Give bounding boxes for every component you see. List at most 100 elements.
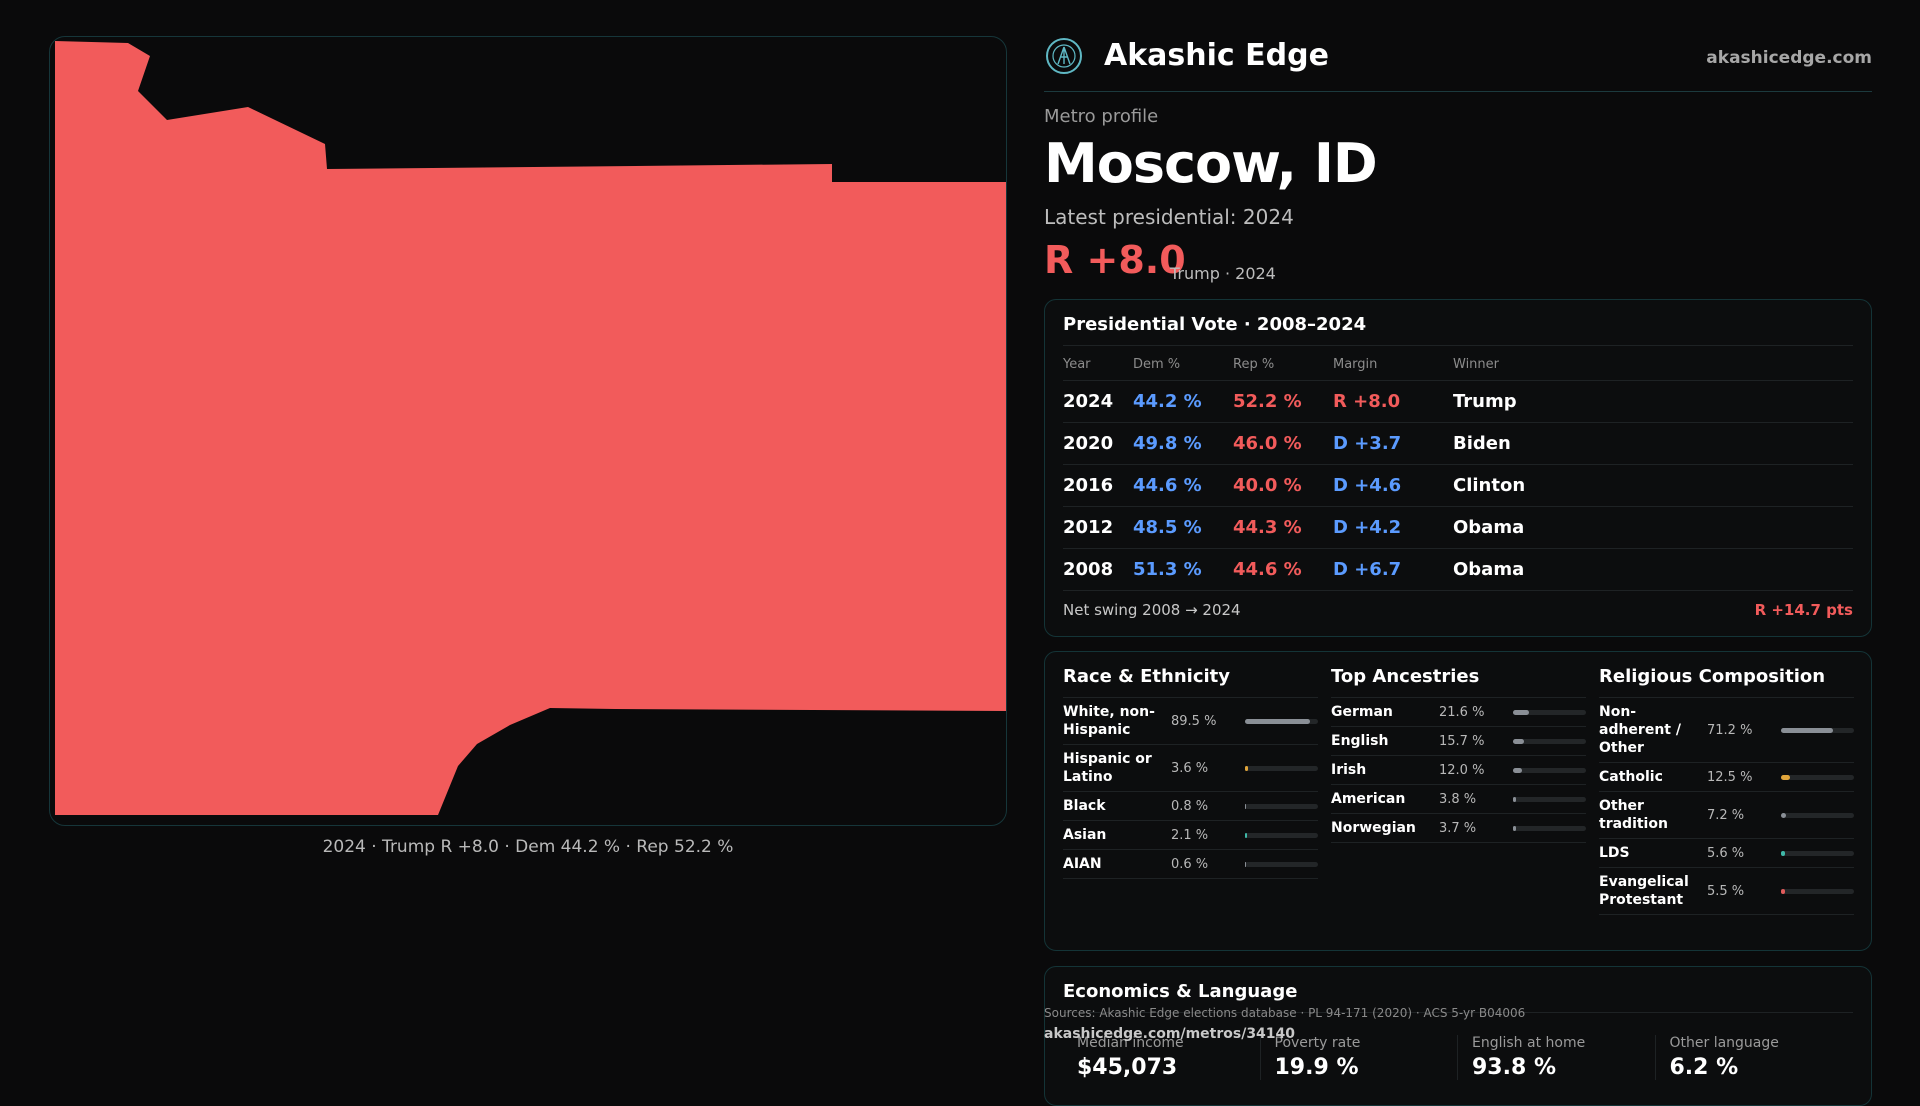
rep-pct-cell: 44.6 % — [1233, 548, 1333, 591]
margin-cell: D +4.2 — [1333, 506, 1453, 549]
stat-cell: Median income $45,073 — [1063, 1035, 1261, 1080]
winner-cell: Biden — [1453, 422, 1853, 465]
winner-cell: Clinton — [1453, 464, 1853, 507]
stat-label: English at home — [1472, 1035, 1586, 1051]
item-label: Other tradition — [1599, 798, 1668, 832]
item-bar-track — [1513, 709, 1586, 715]
economics-title: Economics & Language — [1063, 981, 1853, 1013]
brand-name: Akashic Edge — [1104, 38, 1329, 73]
list-item: AIAN 0.6 % — [1063, 850, 1318, 879]
item-bar-fill — [1245, 765, 1248, 771]
list-item: Hispanic or Latino 3.6 % — [1063, 745, 1318, 792]
demographics-card: Race & Ethnicity White, non-Hispanic 89.5… — [1044, 651, 1872, 951]
stat-label: Poverty rate — [1274, 1035, 1361, 1051]
item-bar-track — [1245, 803, 1318, 809]
page-title: Moscow, ID — [1044, 132, 1378, 195]
item-percent: 0.6 % — [1171, 856, 1209, 872]
race-ethnicity-title: Race & Ethnicity — [1063, 666, 1318, 698]
item-label: White, non-Hispanic — [1063, 704, 1155, 738]
margin-cell: D +3.7 — [1333, 422, 1453, 465]
item-percent: 21.6 % — [1439, 704, 1485, 720]
item-percent: 71.2 % — [1707, 722, 1753, 738]
item-label: Black — [1063, 798, 1106, 814]
list-item: LDS 5.6 % — [1599, 839, 1854, 868]
list-item: Other tradition 7.2 % — [1599, 792, 1854, 839]
item-label: Catholic — [1599, 769, 1663, 785]
item-bar-fill — [1513, 825, 1516, 831]
permalink[interactable]: akashicedge.com/metros/34140 — [1044, 1026, 1296, 1042]
item-bar-track — [1781, 850, 1854, 856]
item-label: Irish — [1331, 762, 1367, 778]
list-item: English 15.7 % — [1331, 727, 1586, 756]
item-bar-fill — [1781, 812, 1787, 818]
margin-cell: R +8.0 — [1333, 380, 1453, 423]
winner-cell: Obama — [1453, 506, 1853, 549]
item-bar-track — [1781, 774, 1854, 780]
ancestries-section: Top Ancestries German 21.6 % English 15.7 %… — [1331, 666, 1586, 843]
table-row: 2012 48.5 % 44.3 % D +4.2 Obama — [1063, 506, 1853, 549]
list-item: White, non-Hispanic 89.5 % — [1063, 698, 1318, 745]
item-bar-track — [1245, 832, 1318, 838]
presidential-vote-card: Presidential Vote · 2008–2024 Year Dem %… — [1044, 299, 1872, 637]
stat-value: $45,073 — [1077, 1055, 1178, 1080]
item-percent: 7.2 % — [1707, 807, 1745, 823]
brand-url[interactable]: akashicedge.com — [1706, 48, 1872, 68]
item-bar-track — [1513, 767, 1586, 773]
table-row: 2020 49.8 % 46.0 % D +3.7 Biden — [1063, 422, 1853, 465]
column-header-rep: Rep % — [1233, 350, 1333, 381]
item-label: Asian — [1063, 827, 1107, 843]
sources-note: Sources: Akashic Edge elections database… — [1044, 1006, 1526, 1020]
stat-value: 93.8 % — [1472, 1055, 1556, 1080]
item-percent: 3.6 % — [1171, 760, 1209, 776]
item-label: Hispanic or Latino — [1063, 751, 1152, 785]
net-swing-label: Net swing 2008 → 2024 — [1063, 600, 1241, 619]
item-bar-fill — [1245, 718, 1311, 724]
latest-margin: R +8.0 — [1044, 238, 1186, 282]
item-bar-fill — [1245, 803, 1247, 809]
item-bar-track — [1245, 861, 1318, 867]
year-cell: 2024 — [1063, 380, 1133, 423]
table-row: 2016 44.6 % 40.0 % D +4.6 Clinton — [1063, 464, 1853, 507]
item-percent: 12.5 % — [1707, 769, 1753, 785]
item-label: Non-adherent / Other — [1599, 704, 1681, 756]
item-bar-fill — [1781, 727, 1833, 733]
presidential-vote-title: Presidential Vote · 2008–2024 — [1063, 314, 1853, 346]
item-bar-track — [1513, 738, 1586, 744]
stat-label: Median income — [1077, 1035, 1184, 1051]
metro-eyebrow: Metro profile — [1044, 106, 1159, 127]
list-item: Asian 2.1 % — [1063, 821, 1318, 850]
item-bar-fill — [1245, 861, 1247, 867]
stat-value: 19.9 % — [1274, 1055, 1359, 1080]
item-bar-track — [1513, 796, 1586, 802]
list-item: Catholic 12.5 % — [1599, 763, 1854, 792]
presidential-vote-table: Year Dem % Rep % Margin Winner 2024 44.2 … — [1063, 350, 1853, 591]
item-bar-fill — [1781, 888, 1785, 894]
race-ethnicity-section: Race & Ethnicity White, non-Hispanic 89.5… — [1063, 666, 1318, 879]
column-header-year: Year — [1063, 350, 1133, 381]
net-swing-value: R +14.7 pts — [1754, 600, 1853, 619]
religion-title: Religious Composition — [1599, 666, 1854, 698]
rep-pct-cell: 46.0 % — [1233, 422, 1333, 465]
item-percent: 12.0 % — [1439, 762, 1485, 778]
item-bar-track — [1781, 727, 1854, 733]
latest-winner: Trump · 2024 — [1170, 264, 1276, 283]
dem-pct-cell: 49.8 % — [1133, 422, 1233, 465]
list-item: Non-adherent / Other 71.2 % — [1599, 698, 1854, 763]
column-header-dem: Dem % — [1133, 350, 1233, 381]
item-percent: 5.5 % — [1707, 883, 1745, 899]
dem-pct-cell: 51.3 % — [1133, 548, 1233, 591]
margin-cell: D +4.6 — [1333, 464, 1453, 507]
item-percent: 2.1 % — [1171, 827, 1209, 843]
item-bar-fill — [1513, 796, 1516, 802]
stat-cell: English at home 93.8 % — [1458, 1035, 1656, 1080]
item-bar-fill — [1245, 832, 1247, 838]
stat-label: Other language — [1669, 1035, 1779, 1051]
county-shape — [55, 41, 1006, 815]
item-label: English — [1331, 733, 1389, 749]
year-cell: 2008 — [1063, 548, 1133, 591]
item-bar-fill — [1781, 774, 1791, 780]
akashic-logo-icon — [1046, 38, 1082, 74]
column-header-margin: Margin — [1333, 350, 1453, 381]
map-caption: 2024 · Trump R +8.0 · Dem 44.2 % · Rep 5… — [322, 837, 734, 857]
item-label: American — [1331, 791, 1406, 807]
